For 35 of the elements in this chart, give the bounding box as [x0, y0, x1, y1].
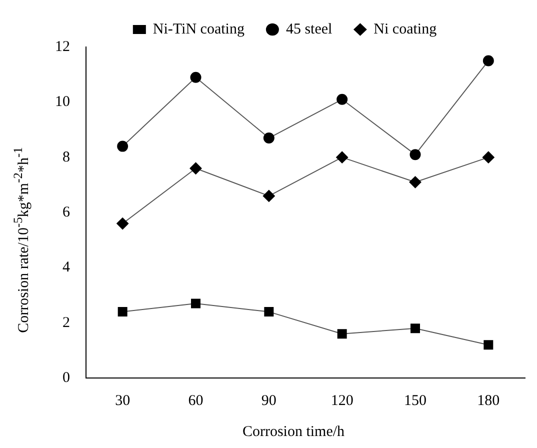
y-tick-label: 2 [62, 314, 70, 331]
x-tick-label: 120 [330, 392, 354, 409]
point [263, 132, 274, 144]
y-tick-label: 4 [62, 260, 70, 276]
point [410, 149, 421, 160]
point [336, 151, 348, 164]
point [484, 340, 494, 350]
x-tick-label: 180 [477, 392, 500, 409]
point [410, 324, 420, 334]
x-tick-label: 90 [261, 392, 276, 409]
point [116, 218, 129, 230]
point [409, 176, 422, 188]
x-tick-label: 150 [404, 392, 426, 409]
point [264, 307, 274, 317]
point [191, 298, 200, 308]
point [482, 151, 494, 164]
point [336, 94, 348, 105]
point [337, 329, 347, 339]
x-axis-title: Corrosion time/h [241, 424, 346, 441]
point [190, 72, 202, 83]
y-tick-label: 0 [62, 370, 70, 386]
legend-label: Ni coating [374, 21, 438, 38]
legend-label: 45 steel [286, 21, 332, 38]
point [118, 307, 128, 317]
x-tick-label: 60 [188, 392, 204, 409]
y-tick-label: 8 [62, 149, 70, 166]
point [262, 190, 275, 202]
y-tick-label: 12 [55, 38, 70, 55]
legend-label: Ni-TiN coating [152, 21, 245, 38]
point [482, 55, 494, 66]
y-tick-label: 6 [62, 204, 70, 220]
point [117, 140, 128, 152]
point [190, 162, 202, 174]
x-tick-label: 30 [115, 392, 130, 409]
y-tick-label: 10 [55, 94, 70, 110]
